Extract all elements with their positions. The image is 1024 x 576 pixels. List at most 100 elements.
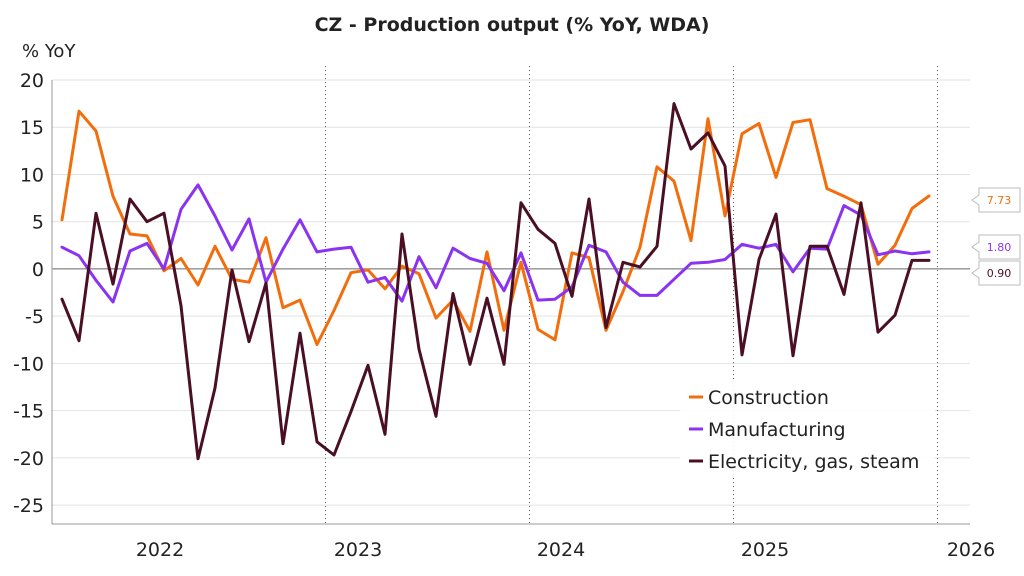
data-point <box>553 297 557 301</box>
data-point <box>179 304 183 307</box>
data-point <box>910 259 914 262</box>
data-point <box>451 292 455 295</box>
data-point <box>638 294 642 297</box>
x-tick-label: 2023 <box>334 539 382 561</box>
data-point <box>723 164 727 168</box>
data-point <box>196 457 200 461</box>
data-point <box>519 201 523 205</box>
legend-label: Manufacturing <box>708 419 846 441</box>
data-point <box>60 218 64 222</box>
data-point <box>791 354 795 358</box>
end-label: 0.90 <box>971 260 1021 286</box>
data-point <box>825 245 829 248</box>
data-point <box>332 453 336 457</box>
data-point <box>349 246 353 249</box>
data-point <box>706 117 710 120</box>
data-point <box>485 250 489 254</box>
data-point <box>77 109 81 113</box>
end-label-text: 1.80 <box>987 241 1012 254</box>
data-point <box>502 329 506 332</box>
data-point <box>383 433 387 436</box>
data-point <box>213 386 217 390</box>
data-point <box>179 208 183 211</box>
legend-label: Construction <box>708 387 829 409</box>
data-point <box>740 243 744 246</box>
end-label-text: 0.90 <box>987 267 1012 280</box>
data-point <box>434 415 438 418</box>
data-point <box>94 212 98 215</box>
legend-label: Electricity, gas, steam <box>708 451 919 473</box>
series-layer <box>60 102 931 461</box>
data-point <box>383 287 387 290</box>
data-point <box>400 299 404 303</box>
data-point <box>519 251 523 255</box>
data-point <box>383 276 387 279</box>
data-point <box>672 179 676 183</box>
data-point <box>417 348 421 351</box>
data-point <box>230 268 234 272</box>
data-point <box>230 248 234 252</box>
data-point <box>791 270 795 273</box>
data-point <box>468 330 472 333</box>
data-point <box>893 314 897 317</box>
data-point <box>485 262 489 265</box>
data-point <box>196 283 200 287</box>
data-point <box>451 246 455 250</box>
legend: Construction Manufacturing Electricity, ga… <box>680 380 935 478</box>
end-label-box <box>971 260 1021 286</box>
data-point <box>145 234 149 238</box>
data-point <box>94 129 98 133</box>
data-point <box>842 204 846 207</box>
data-point <box>808 245 812 248</box>
data-point <box>519 261 523 264</box>
data-point <box>604 250 608 254</box>
data-point <box>774 212 778 216</box>
end-label-box <box>971 187 1021 213</box>
end-label-box <box>971 234 1021 260</box>
legend-background <box>680 380 935 478</box>
data-point <box>655 245 659 248</box>
y-axis-label: % YoY <box>22 41 76 62</box>
end-label: 7.73 <box>971 187 1021 213</box>
data-point <box>366 268 370 272</box>
data-point <box>553 242 557 245</box>
data-point <box>366 364 370 367</box>
data-point <box>587 244 591 247</box>
data-point <box>723 258 727 261</box>
data-point <box>281 442 285 445</box>
data-point <box>315 250 319 254</box>
data-point <box>247 280 251 284</box>
data-point <box>536 228 540 231</box>
y-tick-label: 15 <box>20 117 44 139</box>
end-label-layer: 7.73 1.80 0.90 <box>971 187 1021 286</box>
data-point <box>247 217 251 221</box>
data-point <box>638 265 642 269</box>
data-point <box>774 176 778 179</box>
data-point <box>111 194 115 198</box>
y-tick-label: -5 <box>25 306 44 328</box>
data-point <box>281 306 285 309</box>
data-point <box>927 250 931 254</box>
data-point <box>264 236 268 239</box>
data-point <box>400 264 404 268</box>
data-point <box>128 249 132 253</box>
data-point <box>417 255 421 258</box>
data-point <box>638 246 642 249</box>
data-point <box>434 286 438 290</box>
y-tick-label: 10 <box>20 164 44 186</box>
end-label: 1.80 <box>971 234 1021 260</box>
data-point <box>808 118 812 121</box>
y-tick-label: -25 <box>13 495 44 517</box>
data-point <box>145 220 149 223</box>
data-point <box>655 294 659 297</box>
y-tick-label: -15 <box>13 401 44 423</box>
data-point <box>349 410 353 413</box>
y-tick-label: -10 <box>13 353 44 375</box>
grid-layer <box>51 66 970 525</box>
data-point <box>281 247 285 251</box>
y-tick-label: 5 <box>32 212 44 234</box>
data-point <box>689 239 693 242</box>
data-point <box>111 282 115 286</box>
data-point <box>468 257 472 260</box>
